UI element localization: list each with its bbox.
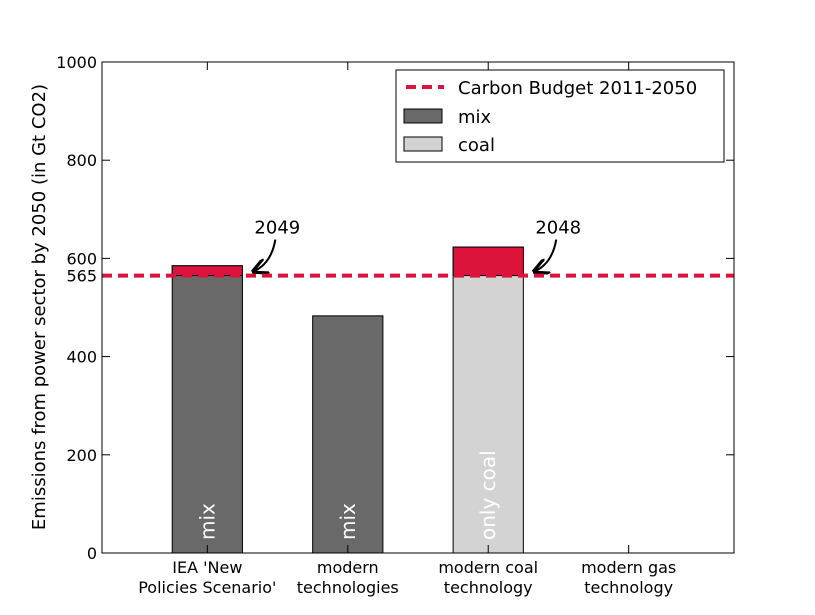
annotation-arrow [534, 239, 558, 272]
y-tick-label: 0 [87, 544, 97, 563]
legend-label: coal [458, 135, 495, 156]
x-tick-label: Policies Scenario' [138, 578, 276, 597]
x-tick-label: technologies [297, 578, 399, 597]
bar-label: only coal [476, 450, 500, 540]
bar-excess [452, 246, 524, 277]
x-tick-label: modern coal [438, 558, 538, 577]
legend-swatch [403, 108, 443, 124]
y-tick-label: 800 [66, 151, 97, 170]
y-tick-label: 600 [66, 249, 97, 268]
bar-label: mix [336, 503, 360, 540]
annotation: 2049 [254, 218, 300, 239]
bar [171, 265, 243, 554]
legend-label: Carbon Budget 2011-2050 [458, 78, 697, 99]
y-tick-label: 200 [66, 446, 97, 465]
y-tick-label: 565 [66, 267, 97, 286]
x-tick-label: modern [317, 558, 379, 577]
bar-label: mix [195, 503, 219, 540]
y-tick-label: 1000 [56, 53, 97, 72]
bar [312, 315, 384, 554]
x-tick-label: technology [444, 578, 533, 597]
y-axis-label: Emissions from power sector by 2050 (in … [29, 84, 50, 530]
x-tick-label: technology [584, 578, 673, 597]
x-tick-label: IEA 'New [172, 558, 242, 577]
bar [452, 246, 524, 554]
plot-frame [101, 61, 735, 554]
y-tick-label: 400 [66, 348, 97, 367]
legend-frame [395, 69, 725, 163]
legend: Carbon Budget 2011-2050 mix coal [395, 69, 725, 163]
legend-label: mix [458, 107, 492, 128]
annotation-arrow [253, 239, 277, 272]
legend-swatch [403, 136, 443, 152]
annotation: 2048 [535, 218, 581, 239]
x-tick-label: modern gas [581, 558, 676, 577]
